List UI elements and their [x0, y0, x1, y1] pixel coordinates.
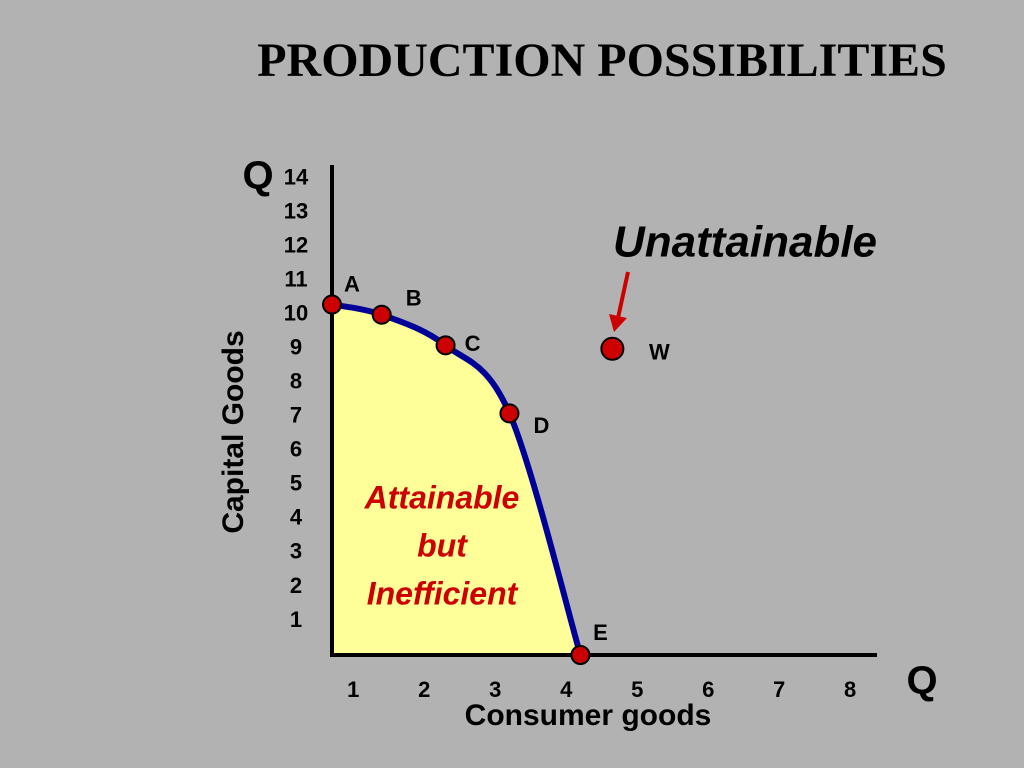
x-tick-label: 5 [631, 677, 643, 702]
x-tick-label: 2 [418, 677, 430, 702]
y-tick-label: 1 [290, 607, 302, 632]
x-tick-label: 3 [489, 677, 501, 702]
attainable-label: but [417, 527, 468, 563]
title: PRODUCTION POSSIBILITIES [257, 34, 947, 87]
y-tick-label: 5 [290, 471, 302, 496]
y-axis-letter: Q [242, 154, 273, 198]
point-marker [322, 294, 342, 315]
point-marker [600, 336, 625, 361]
y-tick-label: 11 [284, 267, 307, 292]
y-tick-label: 14 [284, 164, 309, 189]
x-tick-label: 6 [702, 677, 714, 702]
y-tick-label: 13 [284, 198, 308, 223]
point-marker [570, 645, 591, 665]
plot: AttainablebutInefficient1234567891011121… [284, 164, 877, 702]
x-tick-label: 7 [773, 677, 785, 702]
attainable-label: Inefficient [367, 575, 519, 611]
attainable-label: Attainable [364, 479, 520, 515]
y-tick-label: 12 [284, 232, 308, 257]
point-marker [499, 403, 520, 424]
x-tick-label: 4 [560, 677, 573, 702]
point-label: C [465, 331, 481, 356]
attainable-area [332, 304, 581, 655]
y-tick-label: 2 [290, 573, 302, 598]
point-label: E [593, 620, 608, 645]
point-label: W [649, 340, 670, 365]
point-label: A [344, 271, 360, 296]
y-tick-label: 4 [290, 505, 303, 530]
point-marker [435, 335, 456, 356]
unattainable-label: Unattainable [613, 218, 877, 267]
x-tick-label: 8 [844, 677, 856, 702]
x-axis-label: Consumer goods [465, 699, 712, 732]
point-label: B [406, 286, 422, 311]
y-tick-label: 8 [290, 369, 302, 394]
y-axis-label: Capital Goods [217, 330, 250, 533]
x-axis-letter: Q [906, 659, 937, 703]
arrow-shaft [616, 271, 630, 319]
y-tick-label: 7 [290, 403, 302, 428]
y-tick-label: 6 [290, 437, 302, 462]
point-label: D [534, 413, 550, 438]
y-tick-label: 9 [290, 335, 302, 360]
x-tick-label: 1 [347, 677, 359, 702]
arrow-head [609, 314, 627, 332]
y-tick-label: 3 [290, 539, 302, 564]
point-marker [371, 304, 392, 325]
y-tick-label: 10 [284, 301, 308, 326]
